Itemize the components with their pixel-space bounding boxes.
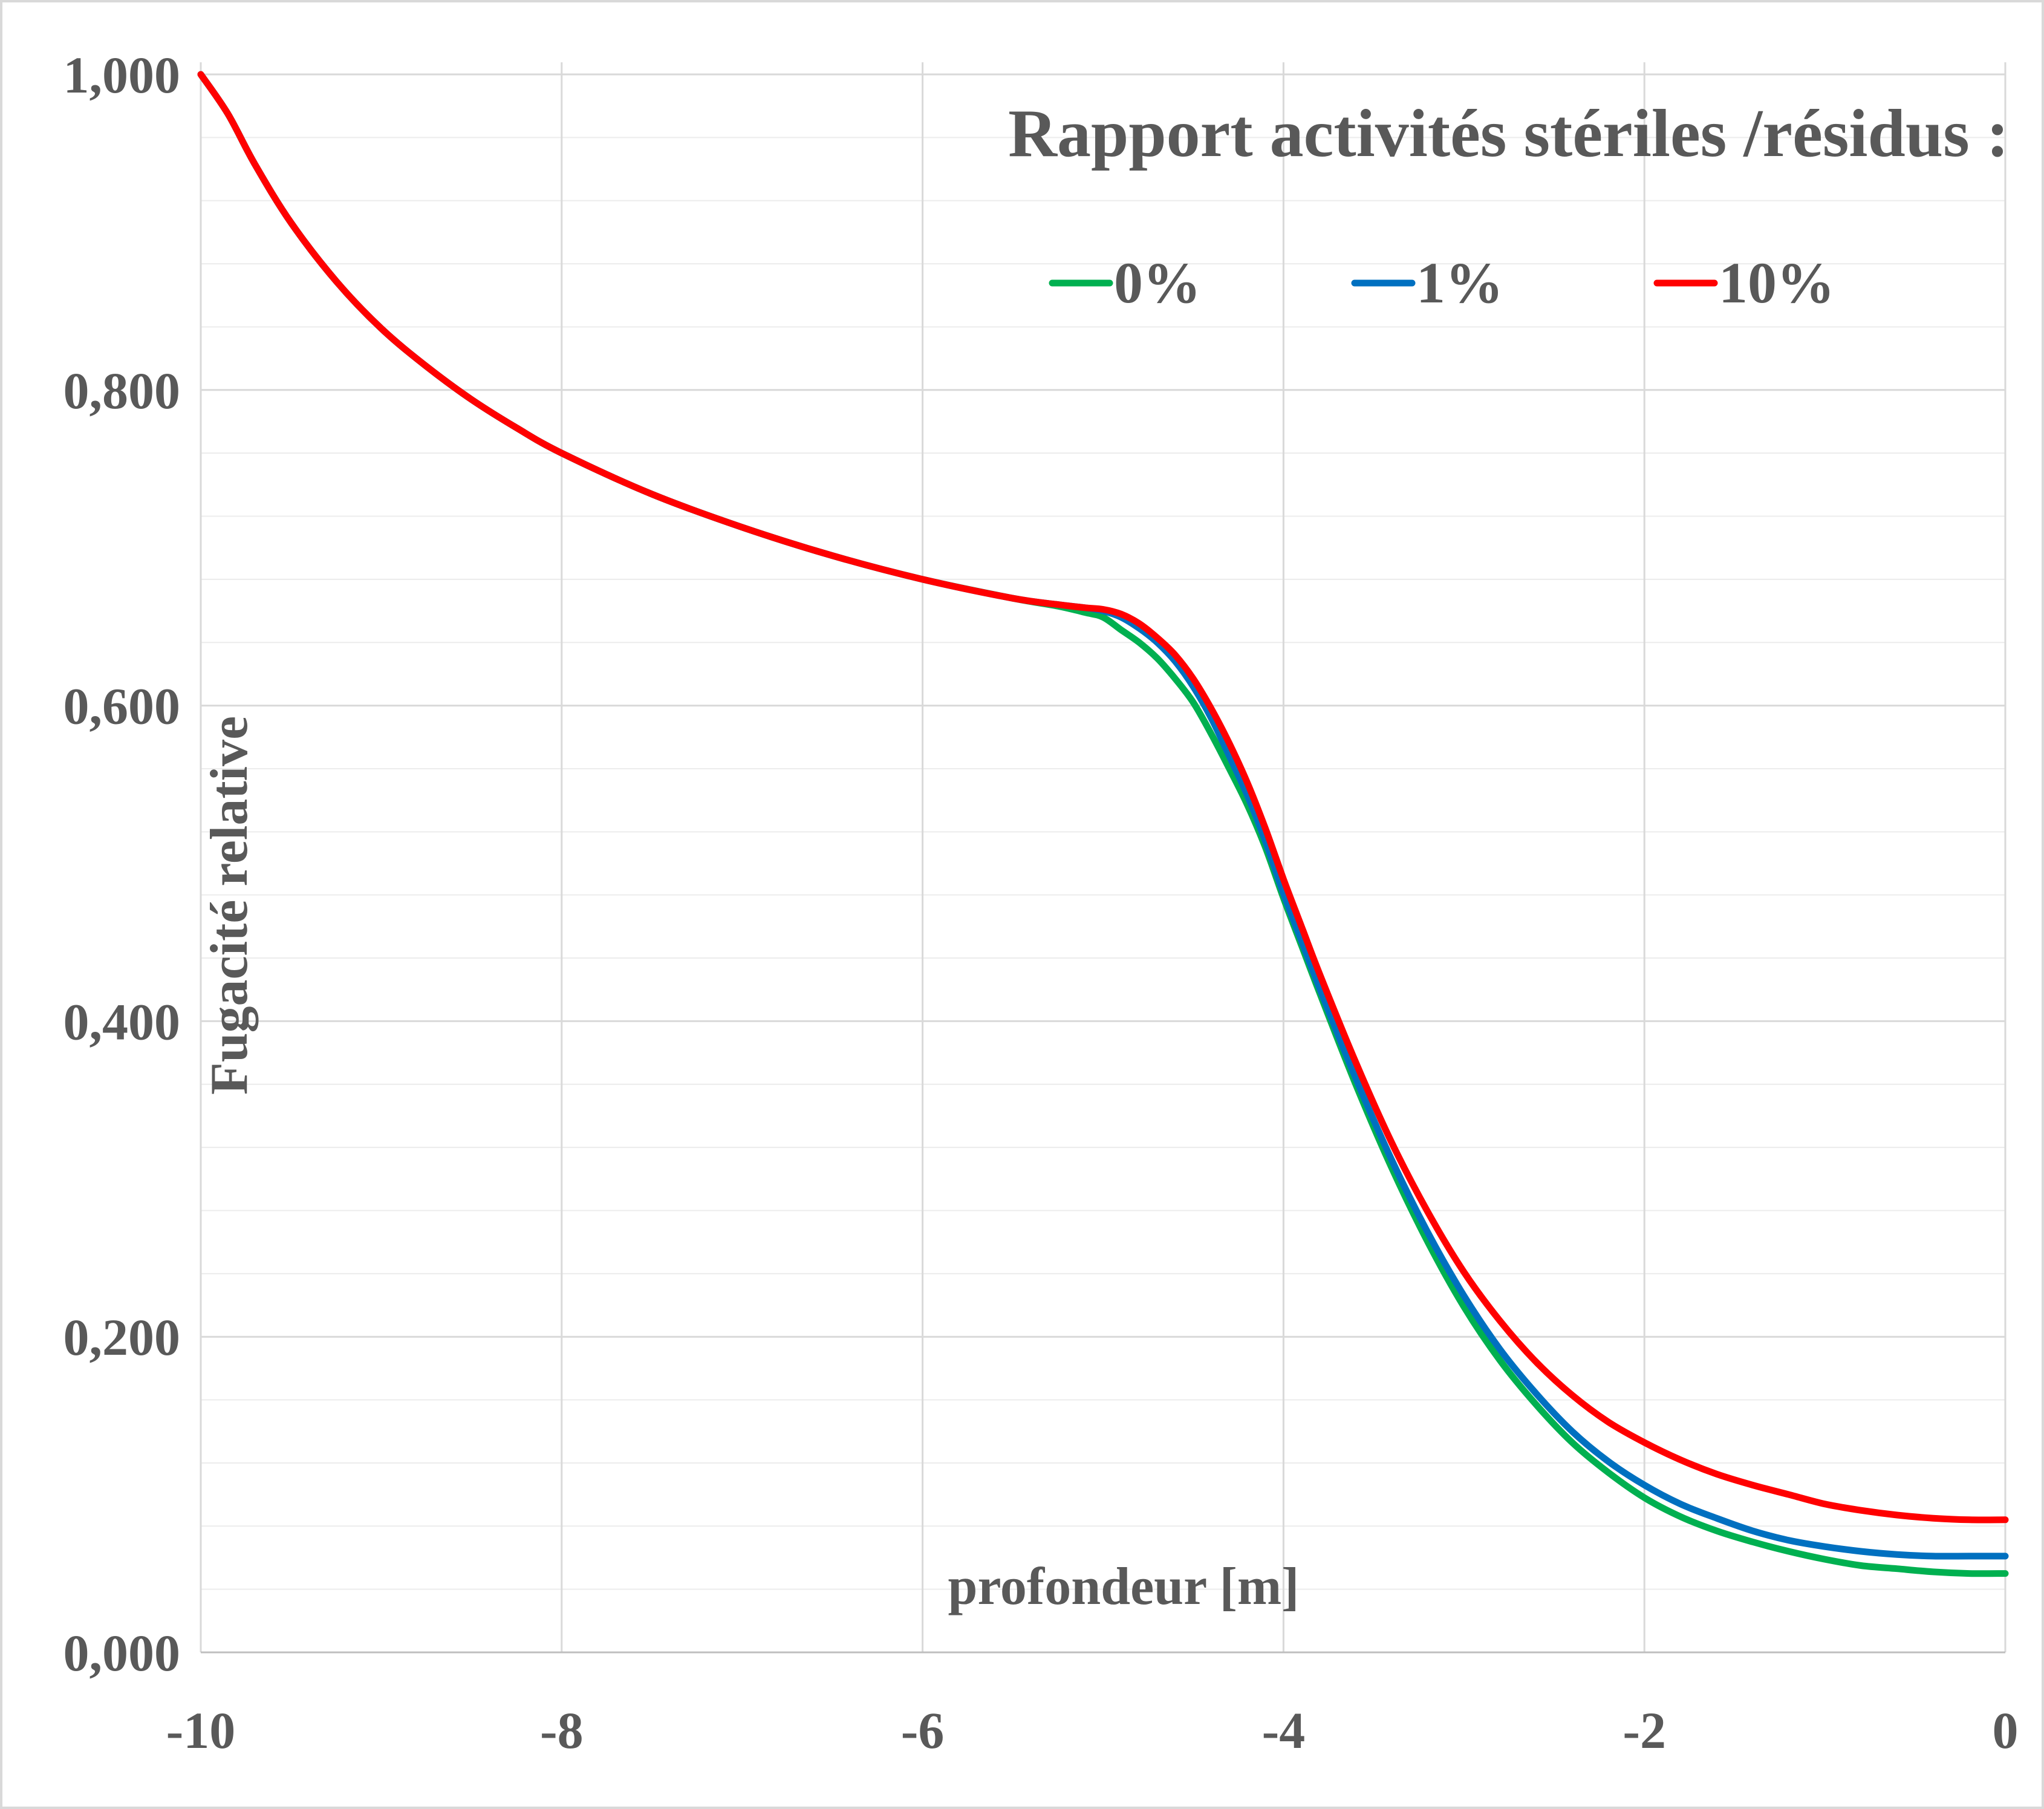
y-tick-label: 0,800: [63, 362, 181, 420]
x-tick-label: -6: [901, 1701, 945, 1759]
x-tick-labels: -10 -8 -6 -4 -2 0: [166, 1701, 2019, 1759]
y-tick-label: 0,600: [63, 677, 181, 735]
y-tick-label: 1,000: [63, 46, 181, 104]
minor-gridlines: [201, 137, 2005, 1590]
x-tick-label: -10: [166, 1701, 236, 1759]
chart-title: Rapport activités stériles /résidus :: [1008, 96, 2009, 171]
legend: 0% 1% 10%: [1049, 250, 1835, 315]
y-tick-label: 0,200: [63, 1308, 181, 1366]
series-layer: [197, 71, 2009, 1577]
x-tick-label: -4: [1262, 1701, 1306, 1759]
major-gridlines: [200, 62, 2007, 1652]
series-line-10pct: [197, 71, 2009, 1524]
x-tick-label: -2: [1623, 1701, 1666, 1759]
y-axis-title: Fugacité relative: [200, 716, 259, 1095]
legend-label: 1%: [1416, 250, 1503, 315]
y-tick-label: 0,400: [63, 993, 181, 1051]
x-tick-label: -8: [540, 1701, 584, 1759]
y-tick-label: 0,000: [63, 1624, 181, 1682]
x-axis-title: profondeur [m]: [948, 1557, 1300, 1616]
x-tick-label: 0: [1993, 1701, 2019, 1759]
legend-label: 0%: [1114, 250, 1201, 315]
legend-label: 10%: [1719, 250, 1835, 315]
y-tick-labels: 0,000 0,200 0,400 0,600 0,800 1,000: [63, 46, 181, 1682]
